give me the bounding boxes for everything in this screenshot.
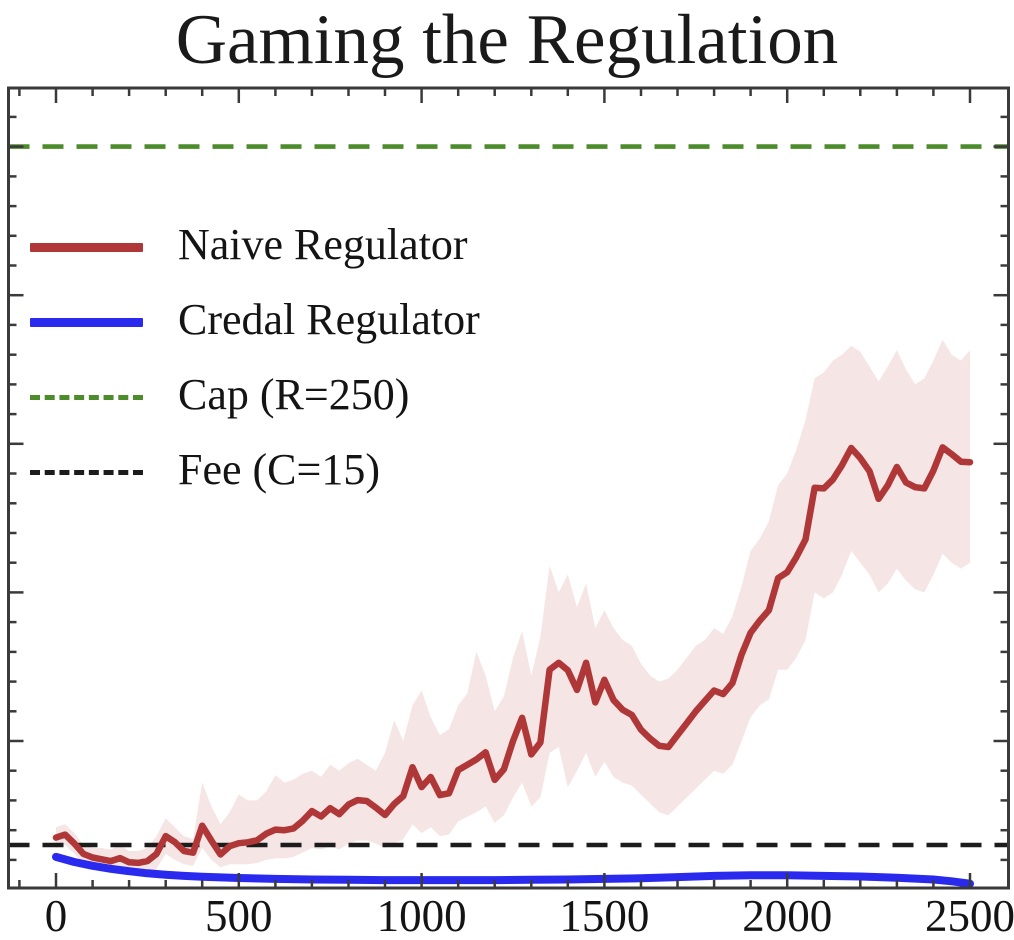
series-lines-layer <box>52 444 974 888</box>
x-tick-label-2000: 2000 <box>742 891 832 940</box>
x-tick-label-1500: 1500 <box>559 891 649 940</box>
confidence-band-layer <box>56 339 970 874</box>
legend: Naive Regulator Credal Regulator Cap (R=… <box>30 210 480 510</box>
legend-label-cap: Cap (R=250) <box>178 369 410 419</box>
naive-regulator-line-swatch <box>30 243 143 252</box>
x-tick-label-500: 500 <box>205 891 273 940</box>
legend-item-cap: Cap (R=250) <box>30 360 480 435</box>
fee-line-swatch <box>30 470 143 475</box>
legend-label-credal-regulator: Credal Regulator <box>178 294 480 344</box>
legend-item-fee: Fee (C=15) <box>30 435 480 510</box>
cap-line-swatch <box>30 395 143 400</box>
x-tick-labels-layer: 0 500 1000 1500 2000 2500 <box>45 891 1014 940</box>
legend-item-naive-regulator: Naive Regulator <box>30 210 480 285</box>
chart-title: Gaming the Regulation <box>175 1 839 79</box>
axes-layer <box>7 86 1010 890</box>
legend-item-credal-regulator: Credal Regulator <box>30 285 480 360</box>
legend-label-fee: Fee (C=15) <box>178 444 380 494</box>
x-tick-label-1000: 1000 <box>377 891 467 940</box>
x-tick-label-2500: 2500 <box>925 891 1014 940</box>
plot-border <box>7 86 1010 890</box>
naive-regulator-line <box>52 444 974 867</box>
legend-label-naive-regulator: Naive Regulator <box>178 219 468 269</box>
credal-regulator-line <box>52 852 974 888</box>
x-tick-label-0: 0 <box>45 891 68 940</box>
reference-lines-layer <box>8 144 1009 848</box>
credal-regulator-line-swatch <box>30 318 143 327</box>
confidence-band <box>56 339 970 874</box>
